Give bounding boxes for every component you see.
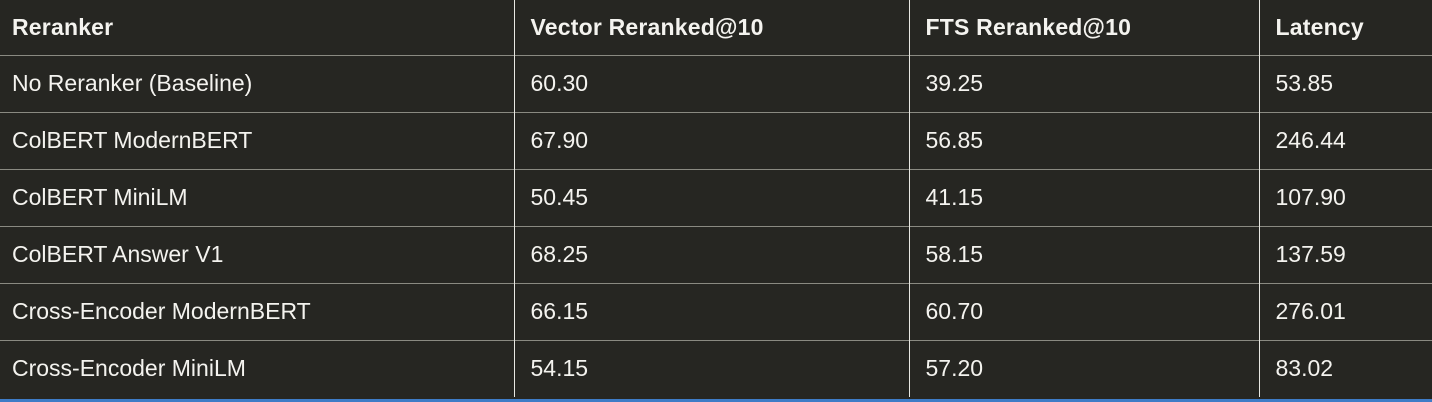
cell-reranker-name: ColBERT ModernBERT [0, 111, 514, 169]
cell-vector-score: 54.15 [513, 339, 909, 397]
table-row: Cross-Encoder MiniLM 54.15 57.20 83.02 [0, 339, 1432, 397]
cell-latency: 107.90 [1258, 168, 1432, 226]
cell-latency: 53.85 [1258, 54, 1432, 112]
cell-vector-score: 68.25 [513, 225, 909, 283]
cell-reranker-name: Cross-Encoder MiniLM [0, 339, 514, 397]
cell-fts-score: 58.15 [908, 225, 1259, 283]
header-row: Reranker Vector Reranked@10 FTS Reranked… [0, 0, 1432, 55]
cell-reranker-name: ColBERT Answer V1 [0, 225, 514, 283]
cell-vector-score: 66.15 [513, 282, 909, 340]
cell-reranker-name: ColBERT MiniLM [0, 168, 514, 226]
table-row: No Reranker (Baseline) 60.30 39.25 53.85 [0, 54, 1432, 112]
column-header-vector-reranked: Vector Reranked@10 [513, 0, 909, 55]
cell-fts-score: 39.25 [908, 54, 1259, 112]
cell-reranker-name: Cross-Encoder ModernBERT [0, 282, 514, 340]
cell-latency: 137.59 [1258, 225, 1432, 283]
cell-latency: 276.01 [1258, 282, 1432, 340]
table-row: Cross-Encoder ModernBERT 66.15 60.70 276… [0, 282, 1432, 340]
table-row: ColBERT Answer V1 68.25 58.15 137.59 [0, 225, 1432, 283]
table-header: Reranker Vector Reranked@10 FTS Reranked… [0, 0, 1432, 55]
column-header-fts-reranked: FTS Reranked@10 [908, 0, 1259, 55]
column-header-latency: Latency [1258, 0, 1432, 55]
cell-fts-score: 41.15 [908, 168, 1259, 226]
table-body: No Reranker (Baseline) 60.30 39.25 53.85… [0, 54, 1432, 397]
cell-latency: 83.02 [1258, 339, 1432, 397]
cell-fts-score: 57.20 [908, 339, 1259, 397]
cell-vector-score: 50.45 [513, 168, 909, 226]
cell-vector-score: 67.90 [513, 111, 909, 169]
cell-latency: 246.44 [1258, 111, 1432, 169]
cell-vector-score: 60.30 [513, 54, 909, 112]
cell-fts-score: 60.70 [908, 282, 1259, 340]
cell-reranker-name: No Reranker (Baseline) [0, 54, 514, 112]
bottom-accent-bar [0, 399, 1432, 402]
table-row: ColBERT ModernBERT 67.90 56.85 246.44 [0, 111, 1432, 169]
cell-fts-score: 56.85 [908, 111, 1259, 169]
table-row: ColBERT MiniLM 50.45 41.15 107.90 [0, 168, 1432, 226]
column-header-reranker: Reranker [12, 13, 114, 40]
